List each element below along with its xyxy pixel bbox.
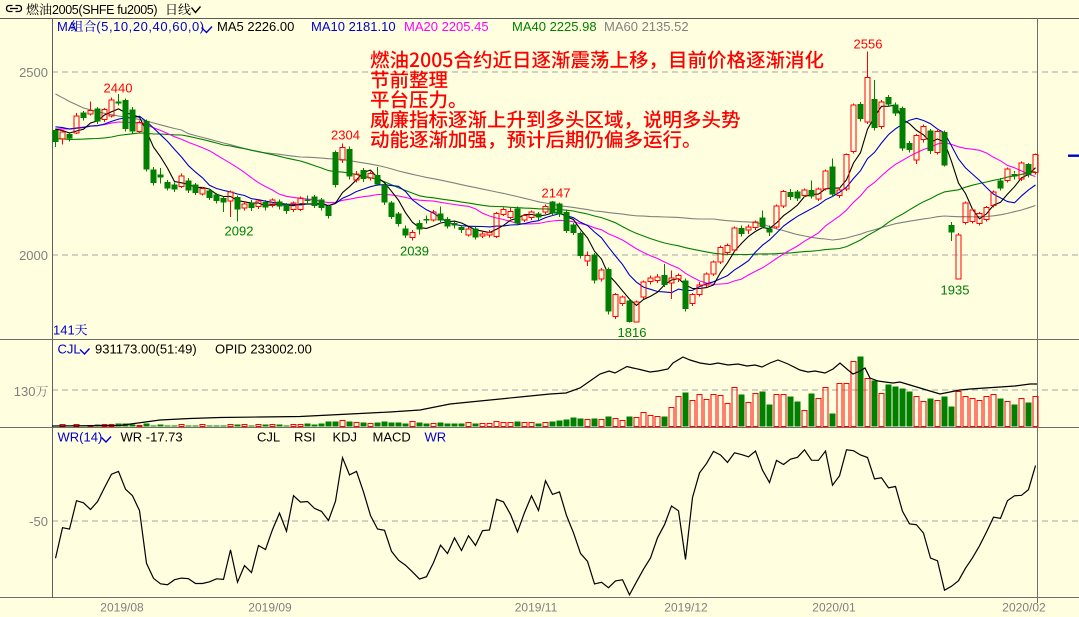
svg-text:MA5 2226.00: MA5 2226.00 <box>217 19 294 34</box>
svg-text:MA60 2135.52: MA60 2135.52 <box>604 19 689 34</box>
svg-text:2556: 2556 <box>854 37 883 52</box>
svg-text:KDJ: KDJ <box>333 430 358 445</box>
svg-text:WR: WR <box>425 430 447 445</box>
svg-text:2440: 2440 <box>104 81 133 96</box>
svg-text:WR -17.73: WR -17.73 <box>121 430 183 445</box>
svg-text:2020/01: 2020/01 <box>812 601 856 615</box>
svg-text:-50: -50 <box>29 514 48 529</box>
svg-text:1816: 1816 <box>618 325 647 340</box>
svg-text:141: 141 <box>53 323 75 338</box>
svg-text:2039: 2039 <box>400 244 429 259</box>
svg-text:130: 130 <box>14 384 36 399</box>
svg-text:2000: 2000 <box>19 248 48 263</box>
svg-text:2304: 2304 <box>331 128 360 143</box>
svg-text:MA40 2225.98: MA40 2225.98 <box>512 19 597 34</box>
svg-text:MACD: MACD <box>373 430 411 445</box>
svg-text:2092: 2092 <box>225 224 254 239</box>
svg-text:2019/08: 2019/08 <box>100 601 144 615</box>
svg-text:2019/09: 2019/09 <box>248 601 292 615</box>
svg-text:2147: 2147 <box>542 186 571 201</box>
svg-text:CJL: CJL <box>58 342 81 357</box>
svg-text:RSI: RSI <box>294 430 316 445</box>
svg-text:MA20 2205.45: MA20 2205.45 <box>404 19 489 34</box>
svg-text:2020/02: 2020/02 <box>1002 601 1046 615</box>
svg-text:(5,10,20,40,60,0): (5,10,20,40,60,0) <box>96 19 204 34</box>
svg-text:1935: 1935 <box>941 283 970 298</box>
svg-text:OPID 233002.00: OPID 233002.00 <box>215 342 312 357</box>
svg-text:2500: 2500 <box>19 65 48 80</box>
svg-text:MA10 2181.10: MA10 2181.10 <box>311 19 396 34</box>
svg-text:WR(14): WR(14) <box>58 430 103 445</box>
svg-text:931173.00(51:49): 931173.00(51:49) <box>95 342 197 357</box>
svg-text:2019/12: 2019/12 <box>664 601 708 615</box>
svg-text:CJL: CJL <box>257 430 280 445</box>
svg-text:2005(SHFE fu2005): 2005(SHFE fu2005) <box>52 3 157 17</box>
svg-text:2019/11: 2019/11 <box>515 601 558 615</box>
